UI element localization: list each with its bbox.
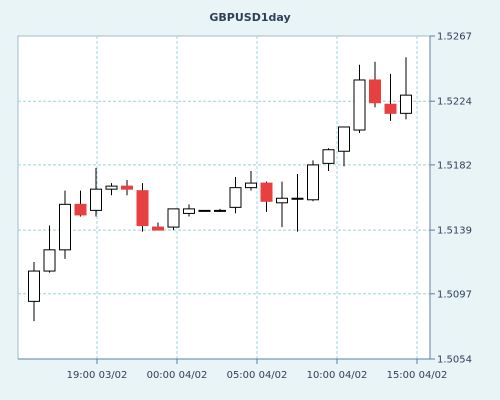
candle (229, 177, 242, 214)
candle (322, 148, 335, 171)
candle (276, 181, 288, 228)
y-tick-label: 1.5267 (437, 32, 472, 43)
candle (43, 225, 56, 273)
candle (307, 160, 319, 202)
candle-body (183, 208, 195, 214)
candle-body (198, 209, 211, 212)
candle (291, 173, 304, 232)
axes: 1.5054 1.5097 1.5139 1.5182 1.5224 1.5267 19:0… (18, 32, 472, 381)
candle (369, 61, 381, 108)
candle (136, 183, 149, 232)
candle-body (28, 270, 40, 302)
candle-body (291, 197, 304, 200)
candle-body (59, 203, 71, 251)
candle-body (245, 182, 257, 189)
x-tick-label: 19:00 03/02 (67, 370, 128, 381)
candle-body (353, 79, 366, 131)
candle (214, 208, 226, 212)
candle-body (276, 197, 288, 204)
y-tick-label: 1.5139 (437, 226, 472, 237)
chart-title: GBPUSD1day (209, 11, 290, 24)
y-tick-label: 1.5097 (437, 289, 472, 300)
candle (74, 190, 87, 217)
candle-body (384, 103, 397, 114)
candle (90, 167, 102, 217)
candle-body (400, 94, 412, 114)
candle-body (229, 187, 242, 208)
candle-body (74, 203, 87, 216)
candle-body (105, 185, 118, 190)
candle-body (260, 182, 273, 202)
x-tick-label: 10:00 04/02 (307, 370, 368, 381)
candle (59, 190, 71, 259)
candle (152, 222, 164, 231)
candle-body (307, 164, 319, 201)
x-tick-label: 05:00 04/02 (227, 370, 288, 381)
candle (400, 57, 412, 120)
candle (338, 126, 350, 167)
candle-body (167, 208, 180, 228)
candle-body (369, 79, 381, 104)
candle-body (152, 226, 164, 231)
candle-body (43, 249, 56, 272)
candle (260, 181, 273, 212)
candle (384, 73, 397, 121)
y-tick-label: 1.5054 (437, 355, 472, 366)
candle (245, 170, 257, 191)
y-tick-label: 1.5224 (437, 97, 472, 108)
candle (353, 64, 366, 134)
candle (198, 209, 211, 212)
x-tick-label: 15:00 04/02 (387, 370, 448, 381)
candle-body (121, 185, 133, 190)
candle-body (322, 149, 335, 164)
candle (28, 261, 40, 322)
candle (121, 180, 133, 196)
candle-body (90, 188, 102, 211)
candle (183, 204, 195, 217)
plot-area (17, 35, 431, 360)
y-tick-label: 1.5182 (437, 160, 472, 171)
candle-body (338, 126, 350, 152)
candle (105, 183, 118, 196)
candle-body (214, 209, 226, 212)
candle (167, 208, 180, 231)
x-tick-label: 00:00 04/02 (147, 370, 208, 381)
candles (28, 57, 412, 322)
candle-body (136, 190, 149, 227)
